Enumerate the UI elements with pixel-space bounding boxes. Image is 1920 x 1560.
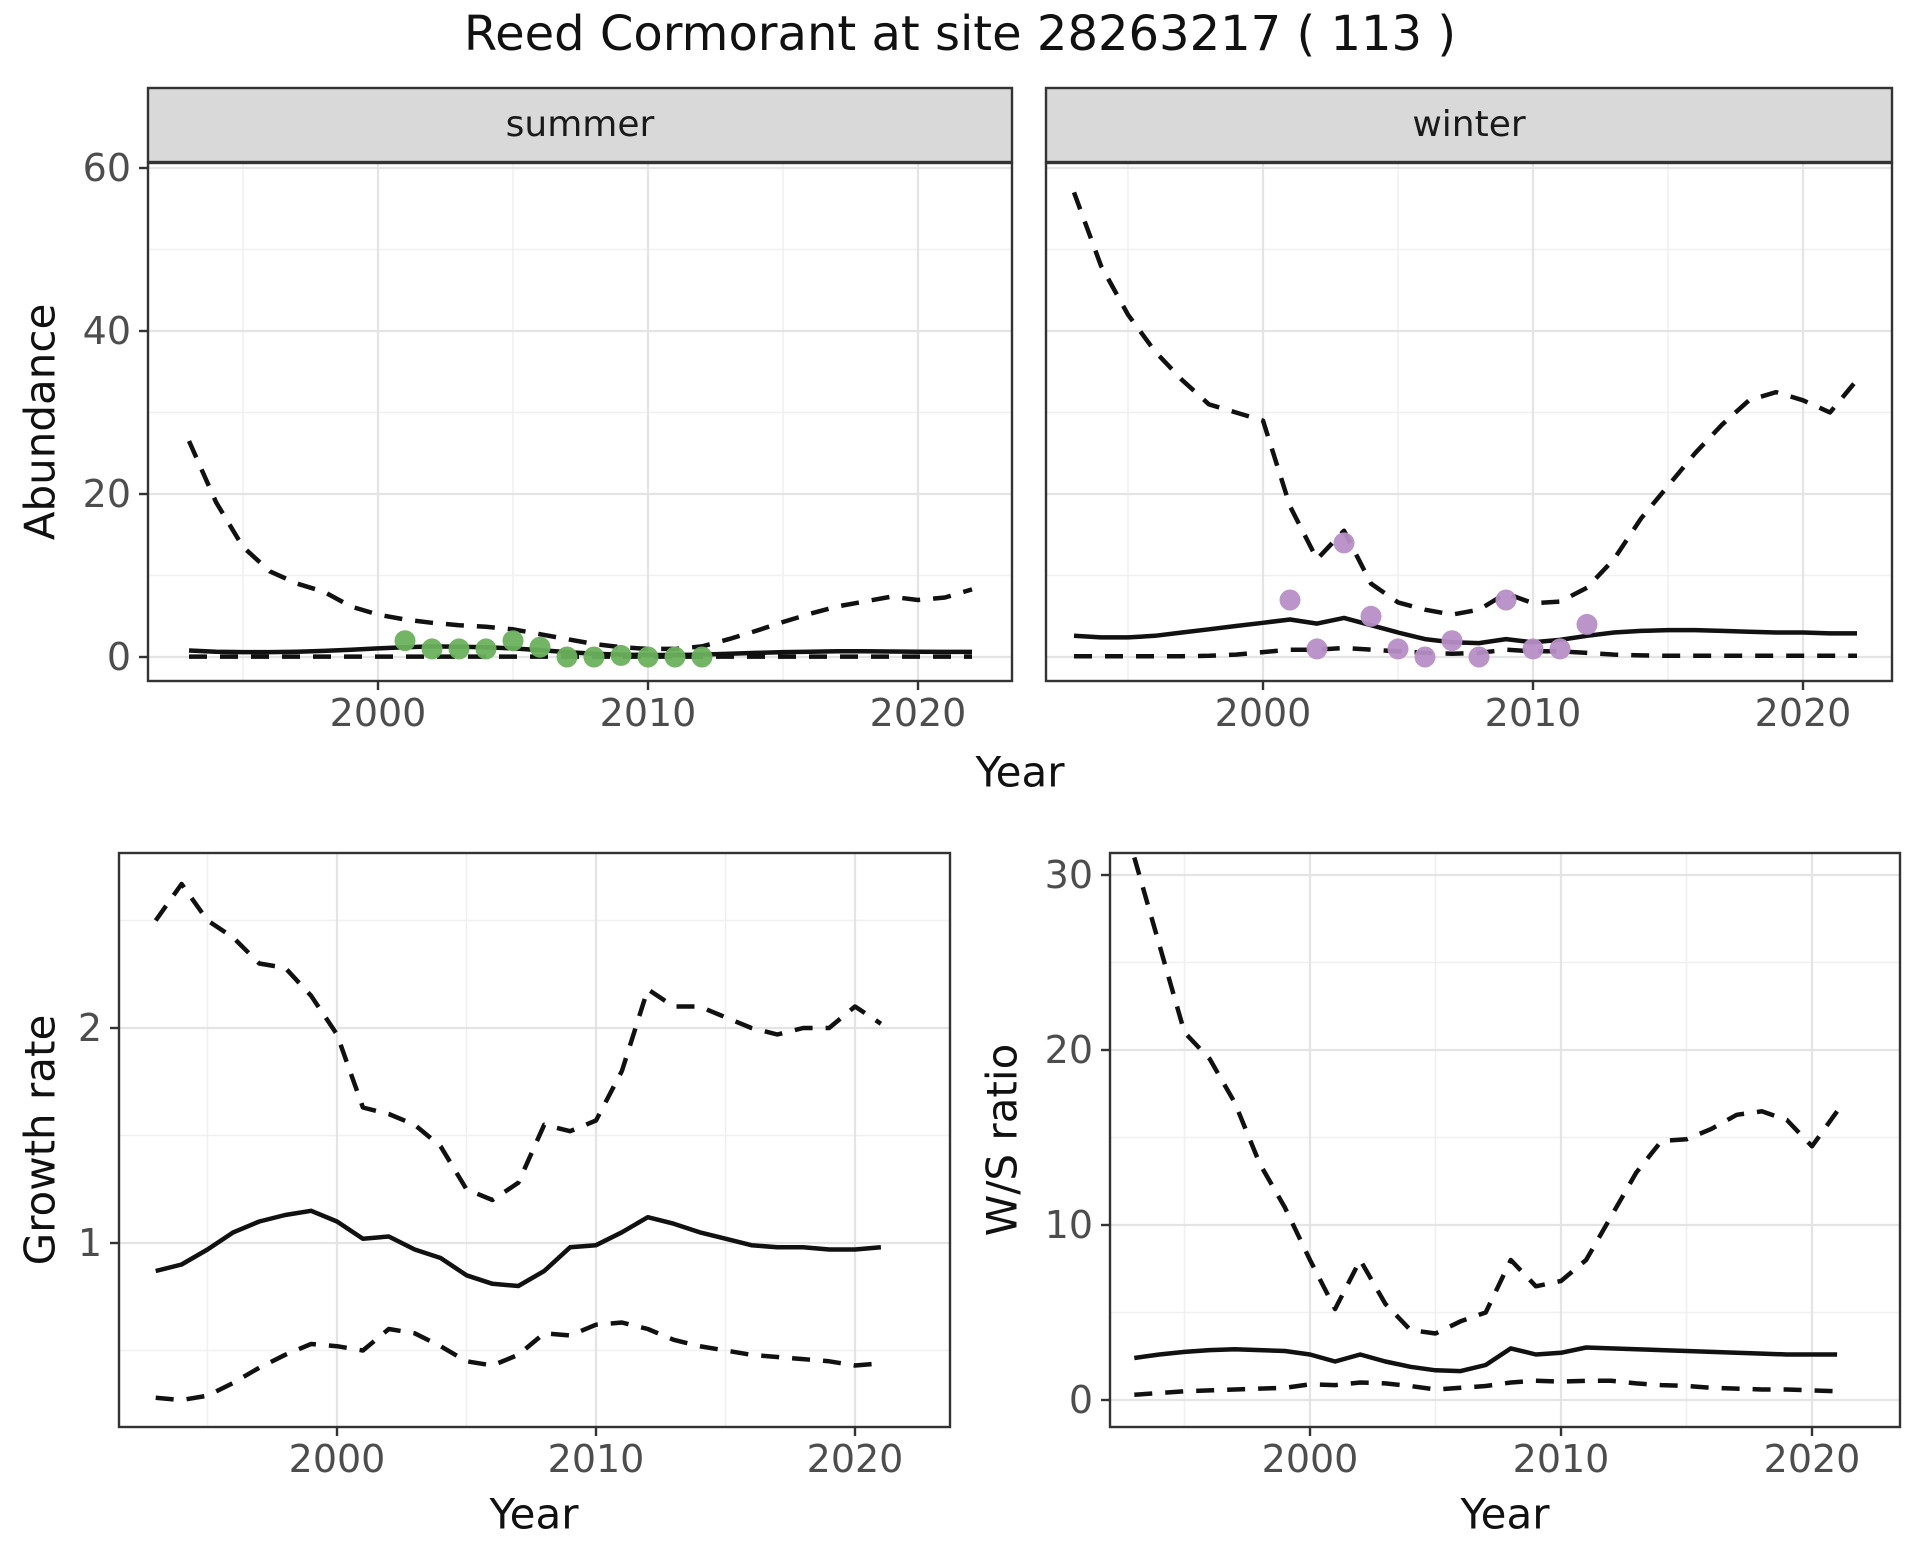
lower-ci-line: [155, 1320, 882, 1403]
median-line: [188, 644, 972, 658]
y-tick-label: 20: [1045, 1028, 1093, 1072]
observation-point: [1549, 638, 1571, 660]
observation-point: [502, 630, 524, 652]
facet-strip: [1044, 86, 1894, 164]
observation-point: [1333, 532, 1355, 554]
observation-point: [1441, 630, 1463, 652]
x-tick-label: 2020: [1755, 691, 1852, 735]
y-tick-label: 10: [1045, 1203, 1093, 1247]
panel-border: [146, 161, 1014, 683]
y-tick-label: 40: [83, 309, 131, 353]
observation-point: [556, 646, 578, 668]
x-tick-label: 2010: [1485, 691, 1582, 735]
y-tick-label: 30: [1045, 853, 1093, 897]
x-tick-label: 2020: [807, 1437, 904, 1481]
upper-ci-line: [1132, 856, 1839, 1336]
median-line: [155, 1208, 882, 1289]
observation-point: [1522, 638, 1544, 660]
observation-point: [475, 638, 497, 660]
y-tick-label: 20: [83, 472, 131, 516]
observation-point: [664, 646, 686, 668]
x-tick-label: 2000: [289, 1437, 386, 1481]
panel-ws_ratio: 2000 2010 2020 0 10 20 30: [1045, 851, 1902, 1481]
observation-point: [529, 636, 551, 658]
observation-point: [1387, 638, 1409, 660]
y-axis-title-growth-rate: Growth rate: [15, 1014, 65, 1266]
upper-ci-line: [186, 440, 973, 652]
x-axis-title-year-top: Year: [975, 747, 1065, 797]
observation-point: [637, 646, 659, 668]
observation-point: [1279, 589, 1301, 611]
x-axis-title-year-ws: Year: [1460, 1489, 1550, 1539]
observation-point: [421, 638, 443, 660]
panel-border: [1108, 851, 1902, 1429]
observation-point: [583, 646, 605, 668]
observation-point: [1360, 605, 1382, 627]
x-tick-label: 2010: [1513, 1437, 1610, 1481]
y-tick-label: 1: [78, 1221, 102, 1265]
y-tick-label: 2: [78, 1006, 102, 1050]
x-tick-label: 2010: [548, 1437, 645, 1481]
x-tick-label: 2000: [1262, 1437, 1359, 1481]
upper-ci-line: [153, 881, 883, 1203]
y-tick-label: 0: [107, 635, 131, 679]
y-axis-title-abundance: Abundance: [15, 303, 65, 541]
observation-point: [1495, 589, 1517, 611]
panel-abundance_summer: 2000 2010 2020 0 20 40 60: [83, 86, 1014, 735]
facet-strip: [146, 86, 1014, 164]
panel-growth_rate: 2000 2010 2020 1 2: [78, 851, 952, 1481]
observation-point: [1576, 613, 1598, 635]
x-tick-label: 2020: [870, 691, 967, 735]
median-line: [1133, 1345, 1838, 1374]
observation-point: [1468, 646, 1490, 668]
x-tick-label: 2020: [1764, 1437, 1861, 1481]
observation-point: [394, 630, 416, 652]
y-tick-label: 0: [1069, 1378, 1093, 1422]
chart-title: Reed Cormorant at site 28263217 ( 113 ): [463, 6, 1457, 62]
x-tick-label: 2000: [330, 691, 427, 735]
panel-abundance_winter: 2000 2010 2020: [1044, 86, 1894, 735]
observation-point: [610, 644, 632, 666]
observation-point: [691, 646, 713, 668]
lower-ci-line: [1134, 1378, 1838, 1398]
x-tick-label: 2000: [1215, 691, 1312, 735]
lower-ci-line: [1074, 645, 1857, 659]
y-axis-title-ws-ratio: W/S ratio: [977, 1043, 1027, 1237]
x-axis-title-year-growth: Year: [489, 1489, 579, 1539]
panel-border: [1044, 161, 1894, 683]
observation-point: [1414, 646, 1436, 668]
panel-border: [117, 851, 952, 1429]
median-line: [1073, 615, 1857, 646]
observation-point: [1306, 638, 1328, 660]
y-tick-label: 60: [83, 146, 131, 190]
facet-strip-label-winter: winter: [1412, 104, 1526, 145]
x-tick-label: 2010: [600, 691, 697, 735]
observation-point: [448, 638, 470, 660]
upper-ci-line: [1071, 191, 1859, 617]
facet-strip-label-summer: summer: [505, 104, 655, 145]
